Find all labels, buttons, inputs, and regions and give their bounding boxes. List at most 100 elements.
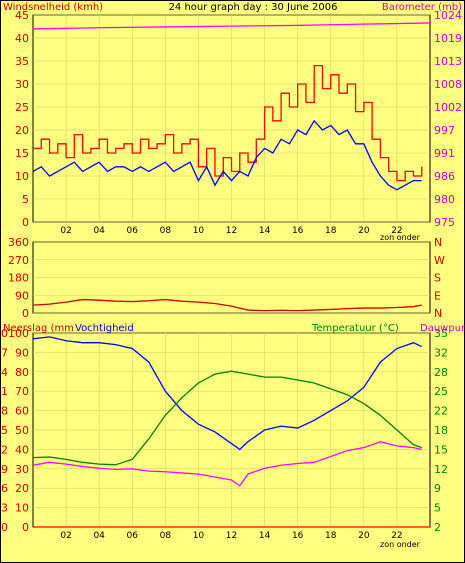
y-tick-label: 24: [0, 366, 8, 379]
y-tick-label: 0: [22, 307, 29, 320]
y-tick-label: 3: [1, 502, 8, 515]
y2-tick-label: 15: [434, 443, 448, 456]
rain-axis-title: Neerslag (mm: [3, 323, 74, 334]
wind-direction-series: [32, 298, 422, 312]
sunset-label-bottom: zon onder: [380, 540, 421, 549]
humidity-axis-title: Vochtigheid: [75, 323, 134, 334]
y2-tick-label: 25: [434, 385, 448, 398]
y2-tick-label: 1002: [434, 101, 462, 114]
y-tick-label: 80: [15, 366, 29, 379]
barometer-axis-title: Barometer (mb): [382, 2, 462, 13]
y-tick-label: 270: [8, 254, 29, 267]
x-tick-label: 18: [325, 226, 337, 236]
y-tick-label: 30: [15, 78, 29, 91]
y-tick-label: 20: [15, 124, 29, 137]
y-tick-label: 25: [15, 101, 29, 114]
y-tick-label: 90: [15, 289, 29, 302]
x-tick-label: 14: [259, 226, 271, 236]
y-tick-label: 0: [1, 521, 8, 534]
x-tick-label: 22: [391, 531, 402, 541]
sunset-label-top: zon onder: [380, 233, 421, 242]
x-tick-label: 08: [160, 226, 172, 236]
x-tick-label: 10: [193, 531, 205, 541]
y-tick-label: 360: [8, 236, 29, 249]
y2-tick-label: 35: [434, 327, 448, 340]
x-tick-label: 12: [226, 531, 237, 541]
y2-tick-label: E: [434, 289, 441, 302]
y-tick-label: 18: [0, 405, 8, 418]
x-tick-label: 06: [127, 531, 139, 541]
y-tick-label: 0: [22, 216, 29, 229]
y2-tick-label: N: [434, 236, 442, 249]
y-tick-label: 180: [8, 272, 29, 285]
y2-tick-label: 2: [434, 521, 441, 534]
climate-panel-ticks: 0023105620993012124015155018186022217025…: [0, 327, 448, 541]
x-tick-label: 08: [160, 531, 172, 541]
y-tick-label: 12: [0, 443, 8, 456]
y-tick-label: 70: [15, 385, 29, 398]
direction-panel-series: [32, 298, 422, 312]
direction-panel-ticks: 0 N 90 E 180 S 270 W 360 N: [8, 236, 445, 320]
y2-tick-label: 32: [434, 346, 448, 359]
y-tick-label: 30: [15, 463, 29, 476]
y-tick-label: 45: [15, 9, 29, 22]
wind-gust-series: [33, 64, 423, 182]
y2-tick-label: 28: [434, 366, 448, 379]
dewpoint-axis-title: Dauwpunt: [420, 323, 465, 334]
y-tick-label: 30: [0, 327, 8, 340]
x-tick-label: 04: [93, 226, 105, 236]
barometer-series: [32, 22, 431, 30]
y-tick-label: 5: [22, 193, 29, 206]
x-tick-label: 02: [60, 531, 71, 541]
temperature-axis-title: Temperatuur (°C): [311, 323, 399, 334]
y-tick-label: 10: [15, 502, 29, 515]
y2-tick-label: 1019: [434, 32, 462, 45]
y-tick-label: 90: [15, 346, 29, 359]
y2-tick-label: 986: [434, 170, 455, 183]
x-tick-label: 22: [391, 226, 402, 236]
y-tick-label: 21: [0, 385, 8, 398]
x-tick-label: 04: [93, 531, 105, 541]
y2-tick-label: 1008: [434, 78, 462, 91]
y2-tick-label: 975: [434, 216, 455, 229]
x-tick-label: 18: [325, 531, 337, 541]
y2-tick-label: W: [434, 254, 445, 267]
climate-panel-series: [32, 336, 430, 528]
y2-tick-label: 997: [434, 124, 455, 137]
x-tick-label: 20: [358, 226, 370, 236]
y-tick-label: 100: [8, 327, 29, 340]
y-tick-label: 60: [15, 405, 29, 418]
y2-tick-label: 5: [434, 502, 441, 515]
y2-tick-label: 22: [434, 405, 448, 418]
y2-tick-label: 980: [434, 193, 455, 206]
chart-title: 24 hour graph day : 30 June 2006: [169, 2, 338, 13]
y2-tick-label: 991: [434, 147, 455, 160]
x-tick-label: 16: [292, 226, 304, 236]
y-tick-label: 15: [0, 424, 8, 437]
dewpoint-series: [32, 441, 422, 487]
x-tick-label: 06: [127, 226, 139, 236]
y-tick-label: 15: [15, 147, 29, 160]
y2-tick-label: N: [434, 307, 442, 320]
y-tick-label: 40: [15, 443, 29, 456]
y-tick-label: 0: [22, 521, 29, 534]
y-tick-label: 10: [15, 170, 29, 183]
x-tick-label: 16: [292, 531, 304, 541]
y2-tick-label: 1013: [434, 55, 462, 68]
y2-tick-label: 1024: [434, 9, 462, 22]
y2-tick-label: 9: [434, 482, 441, 495]
y-tick-label: 6: [1, 482, 8, 495]
wind-axis-title: Windsnelheid (kmh): [3, 2, 103, 13]
x-tick-label: 12: [226, 226, 237, 236]
y-tick-label: 40: [15, 32, 29, 45]
x-tick-label: 20: [358, 531, 370, 541]
wind-average-series: [32, 119, 422, 191]
y-tick-label: 20: [15, 482, 29, 495]
y-tick-label: 9: [1, 463, 8, 476]
y-tick-label: 50: [15, 424, 29, 437]
humidity-series: [32, 336, 423, 451]
x-tick-label: 14: [259, 531, 271, 541]
